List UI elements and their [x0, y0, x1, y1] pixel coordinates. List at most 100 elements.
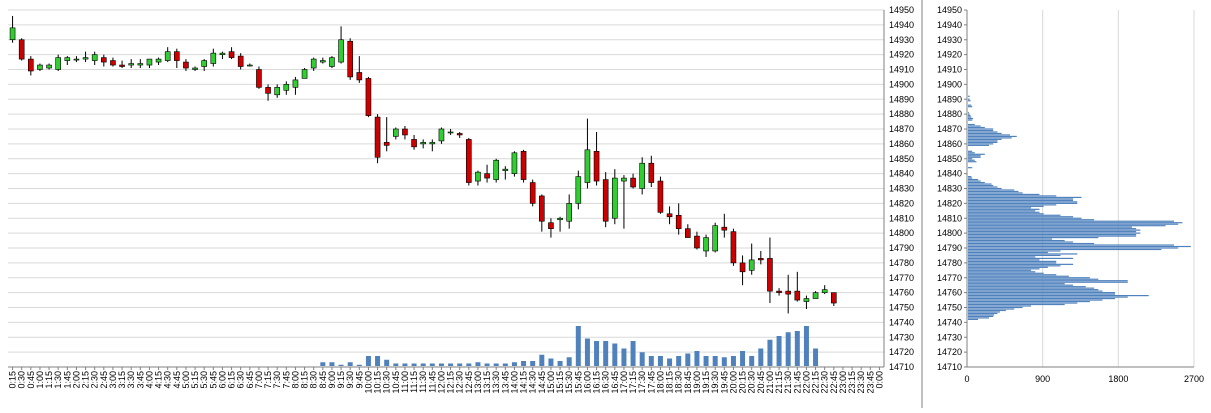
volume-bar [511, 362, 517, 366]
candle-body [502, 168, 509, 171]
x-tick-label: 11:00 [400, 371, 410, 393]
profile-bar [968, 244, 1174, 246]
x-tick-label: 21:15 [774, 371, 784, 394]
volume-bar [393, 363, 399, 366]
candle-body [174, 51, 180, 61]
candle [484, 164, 490, 183]
profile-bar [968, 226, 1132, 228]
y-tick-label: 14780 [889, 258, 914, 268]
profile-bar [968, 245, 1191, 248]
profile-x-tick-label: 1800 [1108, 374, 1128, 384]
x-tick-label: 17:15 [628, 371, 638, 394]
x-tick-label: 9:15 [336, 371, 346, 389]
y-tick-label: 14760 [889, 288, 914, 298]
y-tick-label: 14710 [889, 362, 914, 372]
candle [155, 57, 162, 66]
y-tick-label: 14950 [889, 5, 914, 15]
candle-body [566, 203, 572, 222]
y-tick-label: 14880 [889, 109, 914, 119]
candle-body [557, 217, 563, 221]
volume-bar [694, 351, 700, 366]
x-tick-label: 21:00 [765, 371, 775, 394]
candle [675, 203, 682, 235]
profile-y-tick-label: 14860 [937, 139, 962, 149]
profile-y-tick-label: 14820 [937, 198, 962, 208]
profile-bar [968, 234, 1137, 236]
profile-bar [968, 296, 1128, 298]
x-tick-label: 18:00 [655, 371, 665, 394]
candle-body [46, 64, 52, 69]
candle-body [402, 128, 408, 136]
volume-bar [685, 353, 691, 366]
profile-bar [968, 272, 1044, 274]
profile-bar [968, 315, 994, 318]
candle-body [183, 61, 189, 69]
x-tick-label: 8:00 [290, 371, 300, 389]
candle [73, 56, 80, 63]
x-tick-label: 3:15 [117, 371, 127, 389]
candle [356, 56, 363, 83]
volume-bar [566, 357, 572, 366]
profile-y-tick-label: 14790 [937, 243, 962, 253]
profile-y-tick-label: 14830 [937, 184, 962, 194]
candle [575, 170, 582, 210]
x-tick-label: 9:30 [345, 371, 355, 389]
profile-bar [968, 193, 1040, 196]
x-tick-label: 4:45 [172, 371, 182, 389]
candle-body [739, 262, 746, 273]
profile-bar [968, 284, 1074, 286]
candle-body [101, 57, 107, 63]
candle [283, 81, 290, 95]
x-tick-label: 13:30 [491, 371, 501, 394]
profile-bar [968, 287, 1095, 289]
x-tick-label: 12:30 [455, 371, 465, 394]
volume-bar [539, 354, 545, 366]
volume-bar [530, 361, 536, 366]
profile-bar [968, 220, 1174, 222]
profile-bar [968, 137, 1012, 139]
profile-x-tick-label: 900 [1035, 374, 1050, 384]
candle-body [429, 142, 436, 145]
candle [301, 68, 308, 79]
candle-body [347, 40, 353, 78]
candle [520, 149, 527, 183]
profile-bar [968, 202, 1078, 204]
profile-bar [968, 306, 1023, 309]
y-tick-label: 14720 [889, 347, 914, 357]
candle [374, 114, 381, 164]
candle [539, 194, 545, 232]
profile-y-tick-label: 14870 [937, 124, 962, 134]
y-tick-label: 14770 [889, 273, 914, 283]
x-tick-label: 21:45 [792, 371, 802, 394]
profile-bar [968, 115, 971, 117]
candle-body [137, 63, 144, 66]
volume-bar [767, 339, 773, 366]
x-tick-label: 19:30 [710, 371, 720, 394]
profile-bar [968, 184, 994, 187]
x-tick-label: 12:15 [446, 371, 456, 394]
candle-body [831, 292, 837, 304]
candle-body [475, 171, 481, 182]
volume-bar [594, 341, 600, 366]
volume-bar [320, 362, 326, 366]
candle-body [493, 159, 499, 180]
candle [183, 59, 189, 71]
x-tick-label: 5:45 [208, 371, 218, 389]
candle-body [91, 54, 98, 61]
volume-bar [429, 363, 435, 366]
profile-y-tick-label: 14950 [937, 5, 962, 15]
volume-bar [548, 358, 554, 366]
profile-y-tick-label: 14720 [937, 347, 962, 357]
volume-bar [338, 364, 344, 366]
candle [228, 47, 235, 60]
candle-body [447, 131, 454, 134]
x-tick-label: 23:15 [847, 371, 857, 394]
candle-body [648, 162, 655, 183]
x-tick-label: 20:45 [756, 371, 766, 394]
profile-bar [968, 113, 970, 115]
candle [137, 59, 144, 69]
candle-body [247, 64, 253, 67]
volume-bar [584, 338, 590, 366]
profile-bar [968, 195, 1057, 197]
candle-body [575, 176, 582, 204]
